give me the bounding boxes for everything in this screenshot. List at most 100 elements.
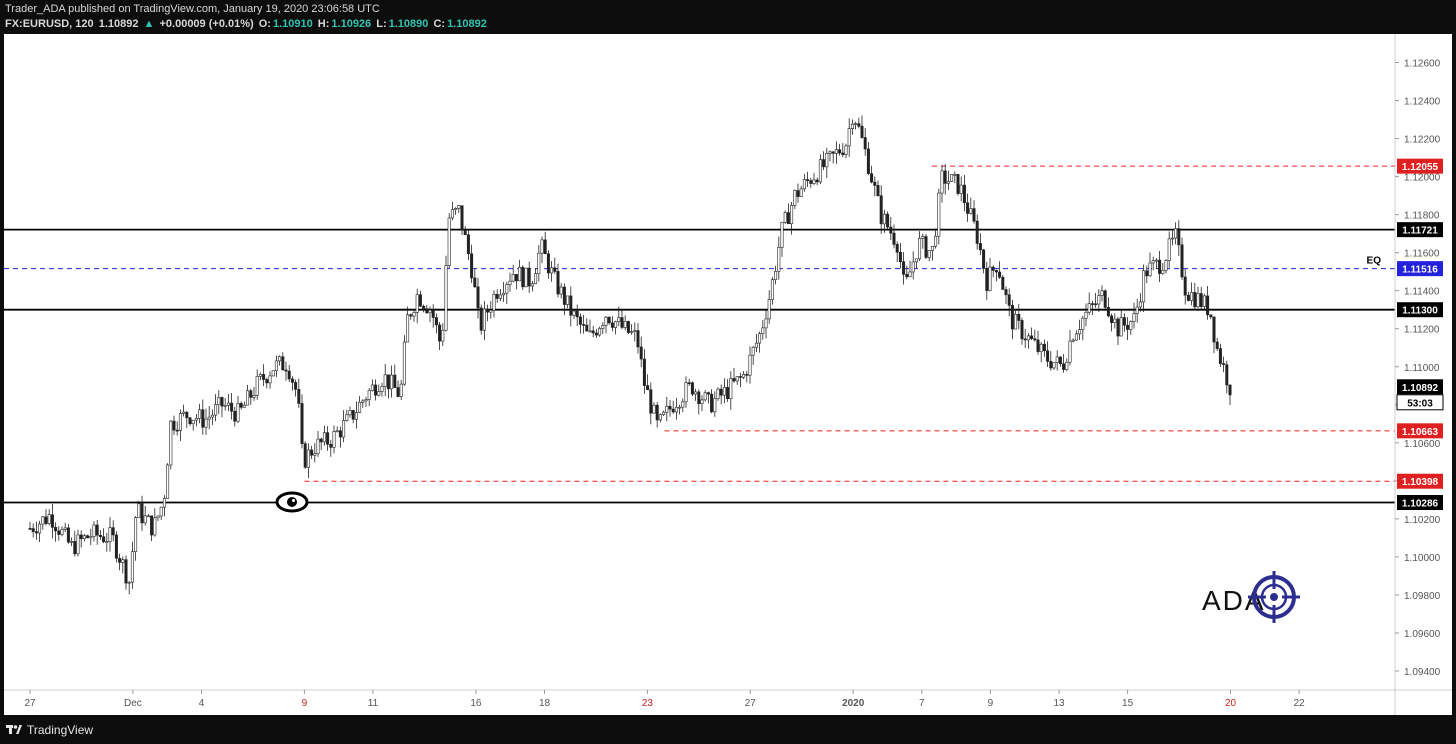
symbol-name[interactable]: FX:EURUSD, 120 [5, 18, 94, 30]
candle-body [1209, 314, 1213, 318]
candle-body [1218, 348, 1222, 364]
candle-body [1100, 290, 1104, 296]
candle-body [857, 123, 861, 127]
candle-body [1046, 350, 1050, 362]
candle-body [905, 274, 909, 278]
candle-body [50, 514, 54, 528]
change-arrow-icon: ▲ [143, 18, 155, 30]
candle-body [780, 222, 784, 248]
candle-body [351, 410, 355, 420]
candle-body [943, 170, 947, 184]
candle-body [1084, 311, 1088, 319]
candle-body [562, 286, 566, 305]
candle-body [626, 321, 630, 333]
high-label: H: [317, 18, 330, 30]
candle-body [684, 382, 688, 403]
candle-body [796, 190, 800, 197]
candle-body [1030, 335, 1034, 340]
candle-body [204, 418, 208, 428]
level-price-badge [1397, 495, 1443, 511]
candle-body [169, 420, 173, 466]
time-axis[interactable]: 27 Dec 4 9 11 16 18 23 27 2020 7 9 13 15 20 22 [24, 690, 1305, 709]
level-price-badge [1397, 302, 1443, 318]
candle-body [774, 271, 778, 281]
candle-body [822, 159, 826, 168]
candle-body [508, 280, 512, 285]
candle-body [591, 330, 595, 334]
last-price: 1.10892 [98, 18, 139, 30]
published-info: Trader_ADA published on TradingView.com,… [5, 3, 380, 15]
candle-body [374, 384, 378, 396]
candle-body [252, 395, 256, 398]
close-label: C: [433, 18, 446, 30]
candle-body [1154, 259, 1158, 262]
tradingview-logo-icon[interactable] [6, 723, 22, 735]
candle-body [281, 356, 285, 371]
price-axis[interactable]: 1.12600 1.12400 1.12200 1.12000 1.11800 1.116… [1395, 59, 1441, 678]
candle-body [918, 238, 922, 260]
candle-body [809, 180, 813, 184]
time-tick-label: 16 [470, 698, 482, 709]
candle-body [172, 420, 176, 431]
candle-body [694, 391, 698, 395]
candle-body [847, 128, 851, 147]
candle-body [921, 236, 925, 239]
candle-body [706, 392, 710, 395]
candle-body [998, 271, 1002, 278]
candle-body [521, 266, 525, 288]
candle-body [879, 195, 883, 225]
candle-body [479, 307, 483, 331]
candle-body [713, 398, 717, 413]
candle-body [498, 294, 502, 299]
candle-body [274, 360, 278, 371]
candle-body [415, 294, 419, 313]
candle-body [150, 515, 154, 536]
candle-body [681, 401, 685, 408]
last-price-badge [1397, 379, 1443, 395]
candle-body [1020, 320, 1024, 340]
candle-body [594, 332, 598, 336]
candle-body [1116, 318, 1120, 337]
candle-body [543, 239, 547, 255]
price-chart[interactable]: ADA 1.126001.124001.122001.120001.118001… [4, 34, 1452, 715]
candle-body [550, 267, 554, 274]
candle-body [854, 123, 858, 125]
candle-body [556, 271, 560, 295]
candle-body [66, 527, 70, 543]
candle-body [530, 283, 534, 287]
candle-body [895, 244, 899, 253]
candle-body [118, 557, 122, 563]
candle-body [290, 378, 294, 383]
candle-body [505, 284, 509, 294]
candle-body [153, 517, 157, 536]
candle-body [1058, 356, 1062, 365]
candle-body [994, 270, 998, 273]
candle-body [873, 181, 877, 186]
time-tick-label: Dec [124, 698, 142, 709]
candle-body [566, 295, 570, 305]
candle-body [729, 378, 733, 400]
candle-body [617, 317, 621, 322]
candle-body [575, 310, 579, 318]
candle-body [137, 503, 141, 518]
candle-body [418, 294, 422, 307]
candle-body [946, 181, 950, 184]
candle-body [460, 205, 464, 231]
candle-body [1007, 294, 1011, 306]
candle-body [255, 376, 259, 396]
candle-body [95, 524, 99, 536]
candle-body [956, 174, 960, 194]
tradingview-brand[interactable]: TradingView [27, 723, 94, 737]
candle-body [406, 314, 410, 343]
candle-body [518, 266, 522, 282]
candle-body [767, 299, 771, 320]
candle-body [1049, 361, 1053, 369]
candle-body [1033, 338, 1037, 341]
level-price-label: 1.11721 [1402, 226, 1438, 237]
candle-body [111, 527, 115, 536]
candle-body [722, 387, 726, 396]
candle-body [246, 390, 250, 406]
candle-body [841, 152, 845, 155]
candle-body [914, 258, 918, 263]
candle-body [614, 321, 618, 328]
